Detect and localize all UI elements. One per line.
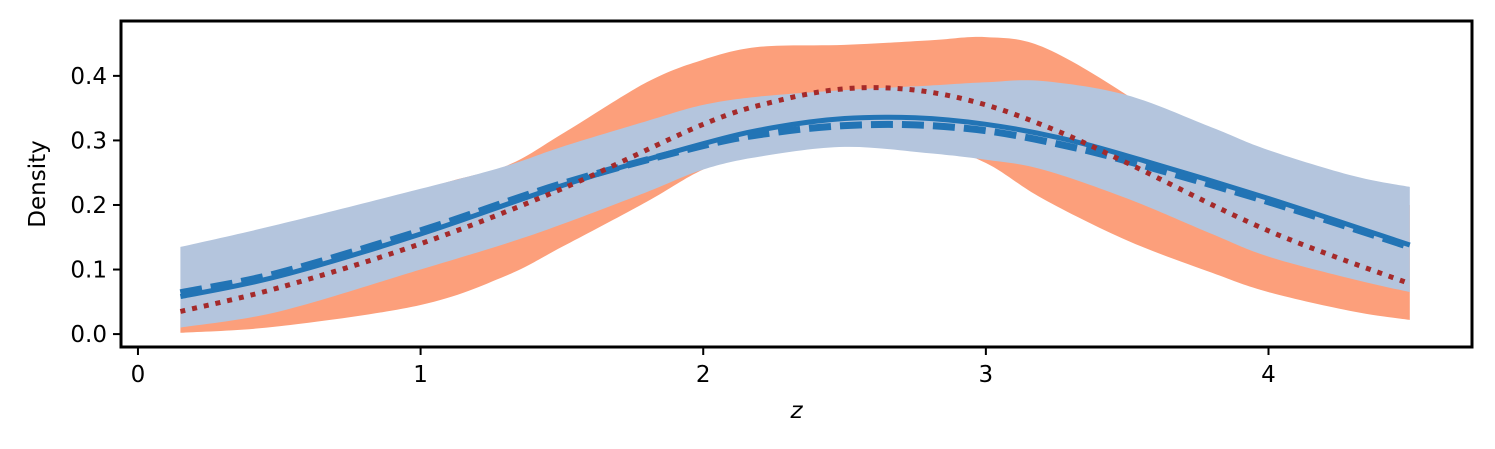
y-tick-label: 0.3 — [70, 128, 107, 154]
confidence-bands — [180, 36, 1410, 333]
band-2 — [180, 80, 1410, 328]
x-axis-ticks: 0 1 2 3 4 — [131, 347, 1276, 388]
y-axis-label: Density — [25, 140, 51, 227]
x-tick-label: 0 — [131, 362, 146, 388]
x-axis-label: z — [789, 398, 803, 424]
x-tick-label: 4 — [1261, 362, 1276, 388]
x-tick-label: 2 — [696, 362, 711, 388]
series-line-dotted — [179, 85, 1411, 314]
y-tick-label: 0.0 — [70, 322, 107, 348]
y-tick-label: 0.4 — [70, 64, 107, 90]
series-lines — [179, 85, 1411, 314]
y-tick-label: 0.2 — [70, 193, 107, 219]
x-tick-label: 1 — [413, 362, 428, 388]
y-tick-label: 0.1 — [70, 258, 107, 284]
y-axis-ticks: 0.0 0.1 0.2 0.3 0.4 — [70, 64, 121, 348]
series-line-dashed — [179, 120, 1411, 297]
plot-frame — [119, 19, 1474, 349]
x-tick-label: 3 — [979, 362, 994, 388]
